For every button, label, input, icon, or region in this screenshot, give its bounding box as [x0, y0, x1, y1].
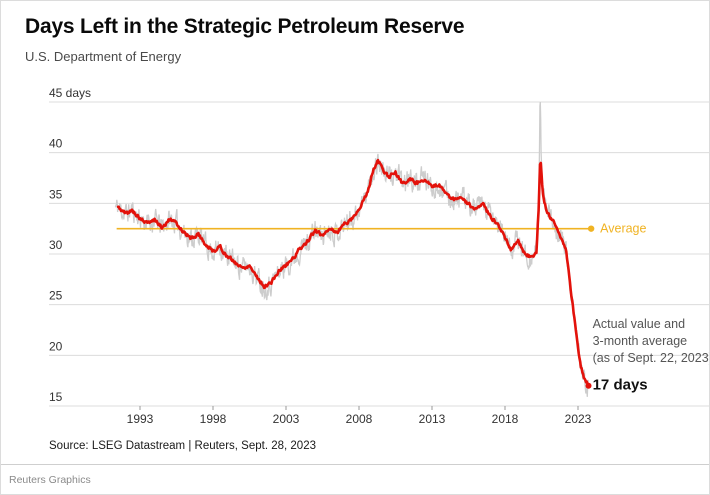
footer-brand-bar: Reuters Graphics: [1, 464, 709, 494]
y-tick-label: 35: [49, 187, 63, 201]
annotation-line: Actual value and: [593, 317, 685, 331]
source-note: Source: LSEG Datastream | Reuters, Sept.…: [49, 440, 316, 453]
x-tick-label: 2008: [346, 412, 373, 426]
chart-panel: Days Left in the Strategic Petroleum Res…: [1, 1, 709, 452]
chart-subtitle: U.S. Department of Energy: [25, 49, 182, 65]
page-title: Days Left in the Strategic Petroleum Res…: [25, 15, 465, 38]
annotation-line: (as of Sept. 22, 2023): [593, 351, 710, 365]
x-tick-label: 1998: [200, 412, 227, 426]
x-tick-label: 2003: [273, 412, 300, 426]
actual-value-line: [114, 102, 589, 397]
latest-value-label: 17 days: [593, 377, 648, 394]
y-tick-label: 25: [49, 289, 63, 303]
y-tick-label: 20: [49, 339, 63, 353]
average-label: Average: [600, 222, 646, 236]
x-tick-label: 2018: [492, 412, 519, 426]
chart-svg: 15 20 25 30 35 40 45 days 1993 1998 2003 2008 2013 2…: [49, 86, 710, 426]
x-tick-label: 2013: [419, 412, 446, 426]
y-tick-label: 30: [49, 238, 63, 252]
y-tick-label: 45 days: [49, 86, 91, 100]
three-month-average-line: [116, 158, 590, 388]
x-tick-label: 2023: [565, 412, 592, 426]
annotation-line: 3-month average: [593, 334, 688, 348]
reuters-graphics-link[interactable]: Reuters Graphics: [9, 474, 91, 486]
y-tick-label: 15: [49, 390, 63, 404]
y-tick-label: 40: [49, 137, 63, 151]
latest-value-dot: [585, 382, 592, 389]
average-benchmark-dot: [587, 225, 595, 233]
x-tick-label: 1993: [127, 412, 154, 426]
